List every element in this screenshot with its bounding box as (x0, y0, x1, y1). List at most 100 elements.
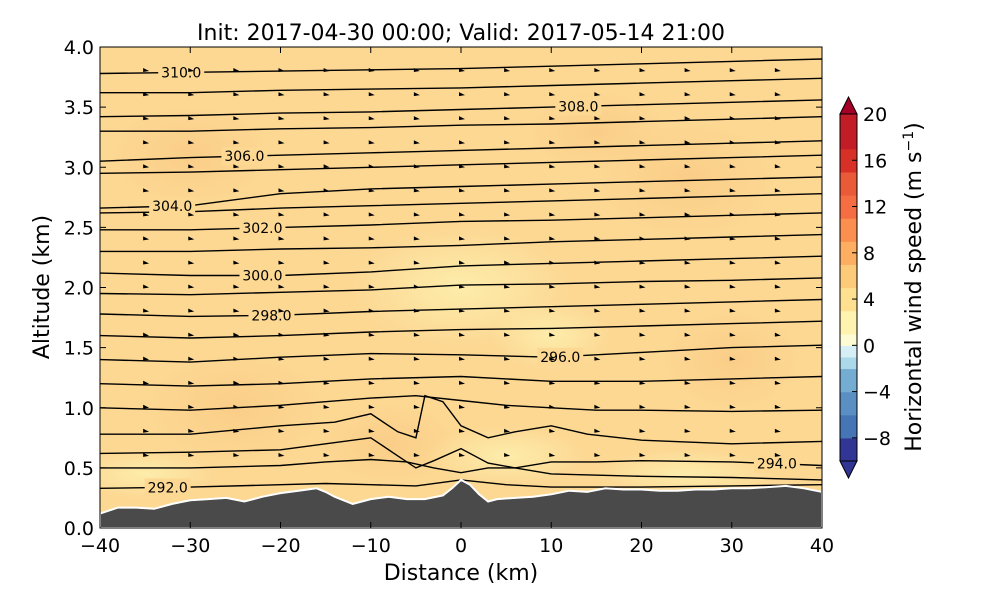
wind-arrow (323, 188, 330, 193)
wind-arrow (639, 92, 646, 97)
isentrope-line (100, 116, 822, 132)
wind-arrow (774, 68, 781, 73)
isentrope-line (100, 58, 822, 75)
colorbar-tick-label: 4 (863, 289, 875, 311)
wind-arrow (143, 284, 150, 289)
wind-arrow (504, 380, 511, 385)
wind-arrow (504, 140, 511, 145)
wind-arrow (549, 116, 556, 121)
wind-arrow (639, 188, 646, 193)
wind-arrow (368, 380, 375, 385)
wind-arrow (504, 332, 511, 337)
isentrope-line (100, 394, 822, 413)
wind-arrow (549, 68, 556, 73)
wind-arrow (143, 164, 150, 169)
wind-arrow (639, 212, 646, 217)
wind-arrow (323, 212, 330, 217)
colorbar-band (840, 426, 857, 439)
wind-arrow (323, 140, 330, 145)
wind-arrow (143, 332, 150, 337)
colorbar-band (840, 229, 857, 242)
wind-arrow (729, 332, 736, 337)
wind-arrow (278, 236, 285, 241)
wind-arrow (278, 68, 285, 73)
wind-arrow (774, 92, 781, 97)
wind-arrow (143, 140, 150, 145)
colorbar-band (840, 241, 857, 254)
wind-arrow (774, 164, 781, 169)
wind-arrow (729, 116, 736, 121)
wind-arrow (684, 140, 691, 145)
isentrope-line (100, 255, 822, 277)
wind-arrow (413, 68, 420, 73)
wind-arrow (639, 260, 646, 265)
wind-arrow (233, 116, 240, 121)
wind-arrow (143, 452, 150, 457)
wind-arrow (278, 452, 285, 457)
wind-arrow (278, 308, 285, 313)
y-axis-title: Altitude (km) (30, 215, 55, 359)
wind-arrow (413, 212, 420, 217)
y-tick-label: 1.0 (64, 398, 94, 420)
wind-arrow (368, 356, 375, 361)
wind-arrow (774, 116, 781, 121)
y-tick-label: 3.0 (64, 157, 94, 179)
wind-arrow (188, 284, 195, 289)
x-tick-label: 40 (810, 535, 834, 557)
wind-arrow (684, 356, 691, 361)
wind-arrow (459, 332, 465, 337)
wind-arrow (684, 380, 691, 385)
wind-arrow (729, 140, 736, 145)
wind-arrow (368, 284, 375, 289)
colorbar-band (840, 287, 857, 300)
colorbar-band (840, 345, 857, 358)
wind-arrow (684, 428, 691, 433)
wind-arrow (233, 284, 240, 289)
wind-arrow (188, 428, 195, 433)
wind-arrow (323, 380, 330, 385)
wind-arrow (504, 260, 511, 265)
colorbar-band (840, 183, 857, 196)
wind-arrow (188, 308, 195, 313)
wind-arrow (233, 92, 240, 97)
isentrope-label: 296.0 (540, 350, 580, 366)
wind-arrow (278, 428, 285, 433)
wind-arrow (549, 380, 556, 385)
wind-arrow (368, 188, 375, 193)
wind-arrow (413, 92, 420, 97)
wind-arrow (459, 404, 465, 409)
wind-arrow (413, 164, 420, 169)
wind-arrow (278, 380, 285, 385)
wind-arrow (188, 404, 195, 409)
terrain (100, 478, 822, 528)
wind-arrow (233, 188, 240, 193)
x-tick-label: −10 (351, 535, 391, 557)
chart-title: Init: 2017-04-30 00:00; Valid: 2017-05-1… (197, 21, 725, 46)
wind-arrow (143, 404, 150, 409)
wind-arrow (594, 404, 601, 409)
wind-arrow (594, 116, 601, 121)
wind-arrow (684, 308, 691, 313)
wind-arrow (188, 116, 195, 121)
wind-arrow (323, 404, 330, 409)
wind-arrow (504, 212, 511, 217)
isentrope-line (100, 193, 822, 214)
colorbar-title-sup: −1 (901, 131, 917, 152)
isentrope-label: 302.0 (242, 221, 282, 237)
wind-arrow (143, 428, 150, 433)
wind-arrow (143, 92, 150, 97)
y-tick-label: 2.0 (64, 278, 94, 300)
wind-arrow (549, 332, 556, 337)
x-tick-label: 30 (720, 535, 744, 557)
wind-arrow (504, 404, 511, 409)
wind-arrow (323, 284, 330, 289)
colorbar-band (840, 114, 857, 127)
wind-arrow (188, 68, 195, 73)
wind-arrow (549, 236, 556, 241)
wind-arrow (549, 140, 556, 145)
colorbar-tick-label: −4 (863, 382, 891, 404)
wind-arrow (459, 92, 465, 97)
wind-arrow (594, 356, 601, 361)
wind-arrow (278, 116, 285, 121)
